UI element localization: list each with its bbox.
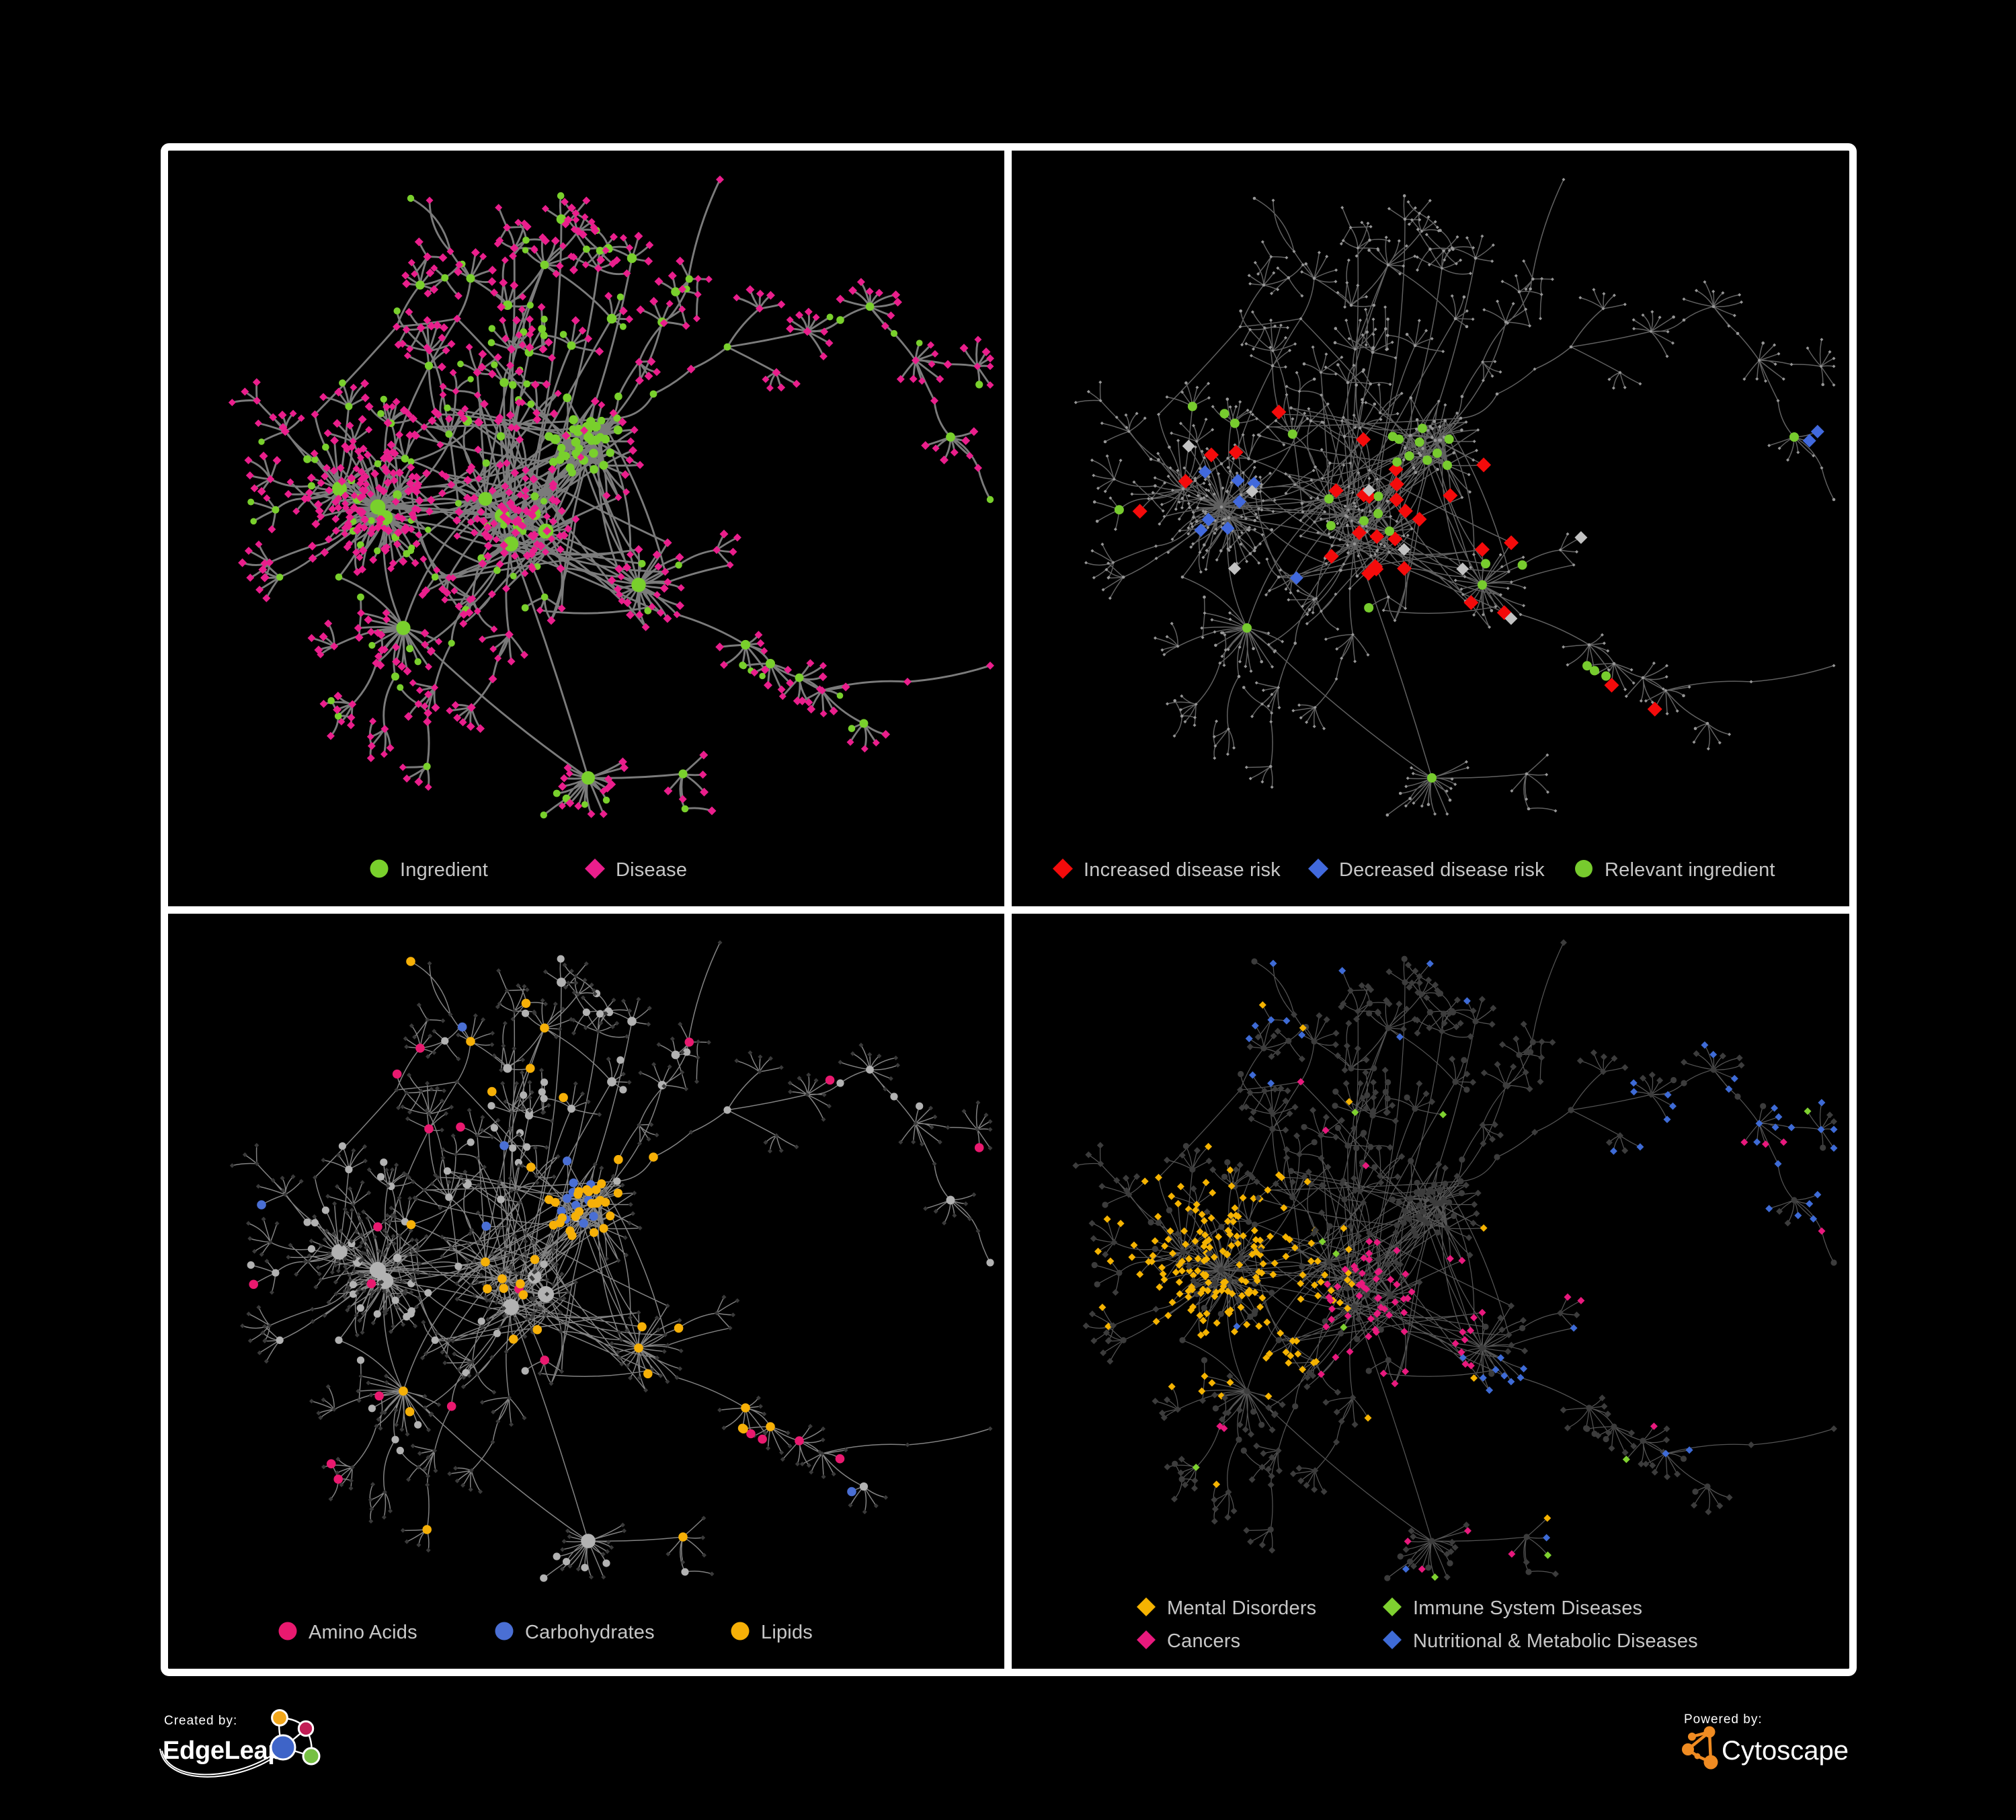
svg-text:Increased disease risk: Increased disease risk xyxy=(1084,859,1281,881)
svg-text:Powered by:: Powered by: xyxy=(1684,1712,1763,1727)
svg-text:Relevant ingredient: Relevant ingredient xyxy=(1605,859,1775,881)
svg-text:Cancers: Cancers xyxy=(1167,1630,1240,1652)
svg-text:Carbohydrates: Carbohydrates xyxy=(525,1622,655,1643)
svg-text:Nutritional & Metabolic Diseas: Nutritional & Metabolic Diseases xyxy=(1413,1630,1698,1652)
svg-text:Decreased disease risk: Decreased disease risk xyxy=(1339,859,1545,881)
svg-text:Mental Disorders: Mental Disorders xyxy=(1167,1597,1316,1619)
svg-text:Disease: Disease xyxy=(616,859,687,881)
svg-text:Lipids: Lipids xyxy=(761,1622,813,1643)
svg-text:Ingredient: Ingredient xyxy=(400,859,488,881)
svg-text:Created by:: Created by: xyxy=(164,1714,237,1728)
svg-text:EdgeLeap: EdgeLeap xyxy=(163,1737,283,1765)
svg-text:Amino Acids: Amino Acids xyxy=(309,1622,417,1643)
svg-text:Immune System Diseases: Immune System Diseases xyxy=(1413,1597,1642,1619)
svg-text:Cytoscape: Cytoscape xyxy=(1722,1736,1849,1766)
